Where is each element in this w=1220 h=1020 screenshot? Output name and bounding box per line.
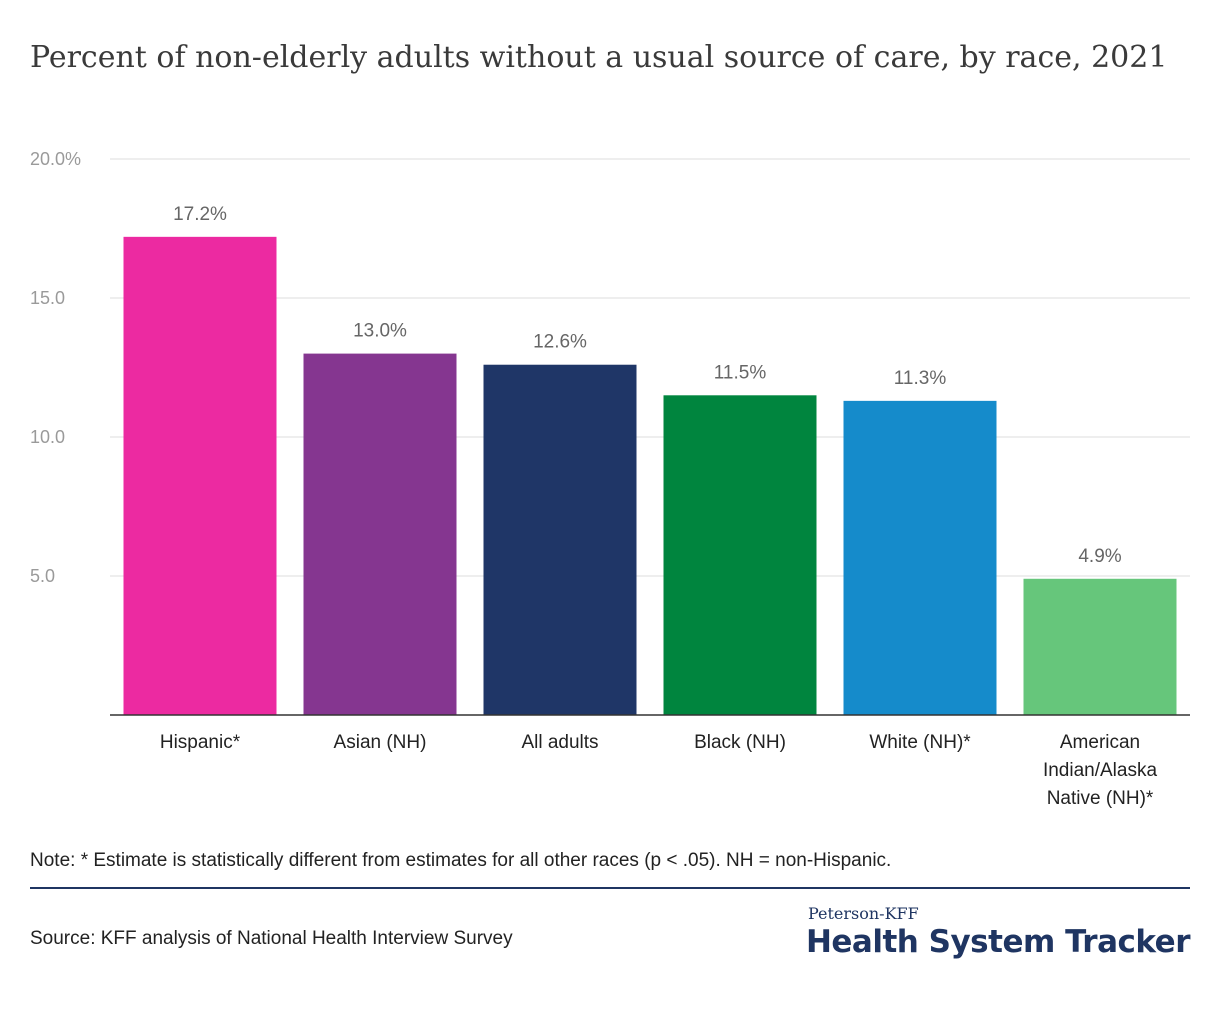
x-tick-label: Hispanic* — [160, 732, 241, 753]
data-label: 11.3% — [894, 368, 947, 389]
y-tick-label: 10.0 — [30, 427, 65, 447]
bar-chart: 5.0 10.0 15.0 20.0% 17.2% Hispanic* 13.0% Asia… — [30, 149, 1190, 809]
data-label: 4.9% — [1078, 546, 1121, 567]
x-tick-label: White (NH)* — [869, 732, 971, 753]
brand-title: Health System Tracker — [805, 924, 1191, 960]
brand-subtitle: Peterson-KFF — [807, 904, 919, 923]
bar — [1023, 578, 1177, 715]
bar — [843, 400, 997, 715]
bar — [303, 353, 457, 715]
chart-title: Percent of non-elderly adults without a … — [30, 40, 1168, 75]
y-tick-label: 15.0 — [30, 288, 65, 308]
y-tick-label: 5.0 — [30, 566, 55, 586]
data-label: 12.6% — [533, 332, 587, 353]
x-tick-label: Black (NH) — [694, 732, 786, 753]
brand-logo: Peterson-KFF Health System Tracker — [805, 904, 1191, 961]
bar — [483, 364, 637, 715]
bar — [123, 236, 277, 715]
data-label: 11.5% — [714, 362, 767, 383]
data-label: 13.0% — [353, 321, 407, 342]
x-tick-label: All adults — [521, 732, 598, 753]
data-label: 17.2% — [173, 204, 227, 225]
footer-divider — [30, 887, 1190, 889]
bar — [663, 395, 817, 715]
source-text: Source: KFF analysis of National Health … — [30, 928, 513, 949]
x-tick-label: Asian (NH) — [334, 732, 427, 753]
y-tick-label: 20.0% — [30, 149, 81, 169]
chart-note: Note: * Estimate is statistically differ… — [30, 850, 892, 871]
x-tick-label: American Indian/Alaska Native (NH)* — [1043, 732, 1158, 809]
